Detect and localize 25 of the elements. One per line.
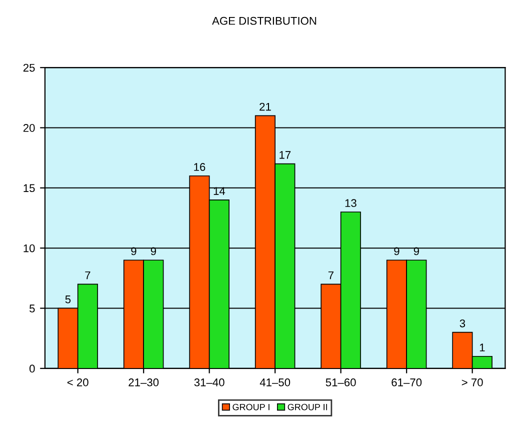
x-tick-label: > 70 — [462, 378, 483, 386]
legend-label: GROUP I — [232, 404, 270, 410]
data-label: 7 — [328, 271, 334, 280]
data-label: 16 — [194, 163, 206, 171]
legend-label: GROUP II — [288, 404, 328, 410]
data-label: 3 — [460, 319, 466, 328]
x-tick-label: 21–30 — [128, 378, 159, 386]
y-tick-label: 10 — [24, 244, 35, 252]
data-label: 5 — [65, 296, 71, 304]
y-tick-label: 5 — [30, 304, 35, 312]
data-label: 1 — [480, 344, 485, 352]
data-label: 13 — [345, 199, 356, 208]
y-tick-label: 25 — [23, 64, 35, 72]
data-label: 17 — [280, 151, 291, 159]
x-tick-label: 41–50 — [260, 378, 290, 386]
data-label: 21 — [260, 102, 271, 111]
x-tick-label: < 20 — [67, 378, 88, 386]
data-label: 7 — [85, 271, 90, 280]
chart-title: AGE DISTRIBUTION — [212, 16, 316, 25]
y-tick-label: 15 — [24, 184, 35, 192]
y-tick-label: 0 — [30, 364, 35, 373]
x-tick-label: 51–60 — [326, 378, 356, 386]
x-tick-label: 61–70 — [392, 378, 422, 386]
y-tick-label: 20 — [23, 124, 35, 132]
x-tick-label: 31–40 — [194, 378, 224, 386]
